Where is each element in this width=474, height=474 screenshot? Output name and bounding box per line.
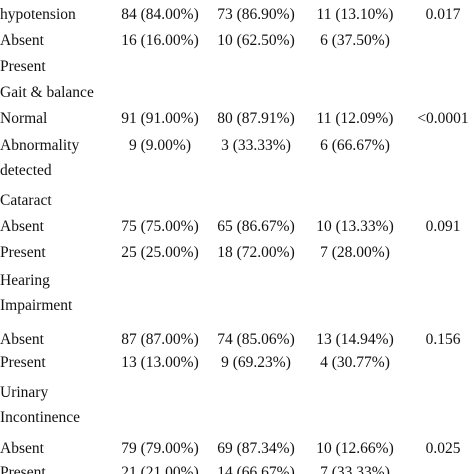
group-a-count: 10 (62.50%) xyxy=(217,32,295,49)
group-a-count: 80 (87.91%) xyxy=(217,110,295,127)
row-label: Cataract xyxy=(0,192,52,209)
row-label: Present xyxy=(0,244,46,261)
group-a-count: 18 (72.00%) xyxy=(217,244,295,261)
group-b-count: 11 (13.10%) xyxy=(316,6,394,23)
group-b-count: 11 (12.09%) xyxy=(316,110,394,127)
total-count: 91 (91.00%) xyxy=(121,110,199,127)
row-label: Hearing Impairment xyxy=(0,272,73,314)
group-b-count: 6 (66.67%) xyxy=(320,137,390,154)
group-b-count: 10 (13.33%) xyxy=(316,218,394,235)
total-count: 79 (79.00%) xyxy=(121,440,199,457)
total-count: 9 (9.00%) xyxy=(129,137,191,154)
p-value: 0.025 xyxy=(425,440,461,457)
group-b-count: 13 (14.94%) xyxy=(316,331,394,348)
row-label: Absent xyxy=(0,440,44,457)
total-count: 16 (16.00%) xyxy=(121,32,199,49)
total-count: 87 (87.00%) xyxy=(121,331,199,348)
total-count: 21 (21.00%) xyxy=(121,464,199,474)
p-value: 0.156 xyxy=(425,331,461,348)
group-b-count: 4 (30.77%) xyxy=(320,354,390,371)
group-a-count: 73 (86.90%) xyxy=(217,6,295,23)
group-a-count: 9 (69.23%) xyxy=(221,354,291,371)
row-label: Abnormality detected xyxy=(0,137,80,179)
group-a-count: 14 (66.67%) xyxy=(217,464,295,474)
group-b-count: 10 (12.66%) xyxy=(316,440,394,457)
total-count: 13 (13.00%) xyxy=(121,354,199,371)
total-count: 25 (25.00%) xyxy=(121,244,199,261)
row-label: Urinary Incontinence xyxy=(0,384,81,426)
row-label: Present xyxy=(0,58,46,75)
row-label: Present xyxy=(0,354,46,371)
p-value: 0.091 xyxy=(425,218,461,235)
row-label: Normal xyxy=(0,110,48,127)
row-label: Absent xyxy=(0,331,44,348)
group-a-count: 74 (85.06%) xyxy=(217,331,295,348)
row-label: Gait & balance xyxy=(0,84,94,101)
group-a-count: 65 (86.67%) xyxy=(217,218,295,235)
row-label: Present xyxy=(0,464,46,474)
row-label: Absent xyxy=(0,32,44,49)
row-label: Absent xyxy=(0,218,44,235)
total-count: 84 (84.00%) xyxy=(121,6,199,23)
group-a-count: 3 (33.33%) xyxy=(221,137,291,154)
group-b-count: 6 (37.50%) xyxy=(320,32,390,49)
group-b-count: 7 (28.00%) xyxy=(320,244,390,261)
total-count: 75 (75.00%) xyxy=(121,218,199,235)
group-a-count: 69 (87.34%) xyxy=(217,440,295,457)
group-b-count: 7 (33.33%) xyxy=(320,464,390,474)
p-value: <0.0001 xyxy=(417,110,469,127)
row-label: hypotension xyxy=(0,6,76,23)
p-value: 0.017 xyxy=(425,6,461,23)
